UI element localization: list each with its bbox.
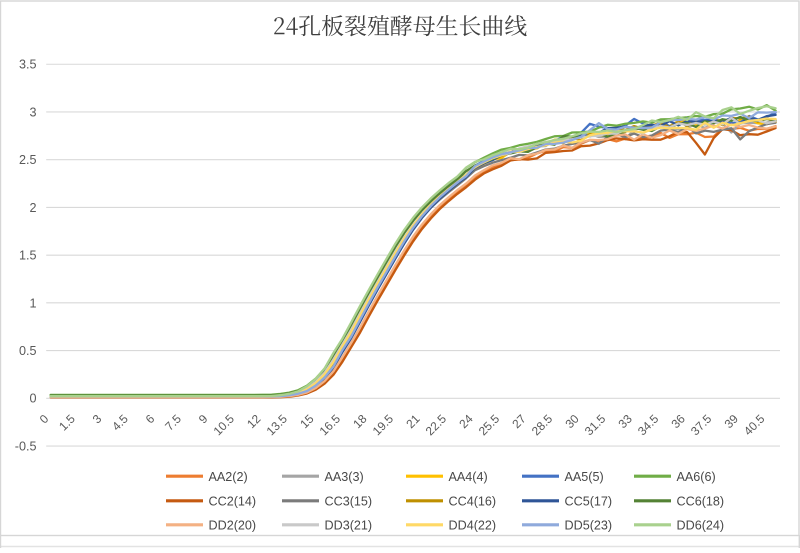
svg-text:DD4(22): DD4(22) — [449, 518, 497, 532]
svg-text:CC2(14): CC2(14) — [209, 494, 257, 508]
svg-text:2: 2 — [29, 201, 36, 215]
svg-text:0.5: 0.5 — [19, 344, 37, 358]
svg-text:AA6(6): AA6(6) — [677, 470, 716, 484]
svg-text:AA3(3): AA3(3) — [325, 470, 364, 484]
svg-text:0: 0 — [29, 392, 36, 406]
svg-text:CC6(18): CC6(18) — [677, 494, 725, 508]
svg-text:DD2(20): DD2(20) — [209, 518, 257, 532]
svg-text:AA5(5): AA5(5) — [565, 470, 604, 484]
svg-text:DD5(23): DD5(23) — [565, 518, 613, 532]
svg-text:1: 1 — [29, 296, 36, 310]
svg-text:3: 3 — [29, 105, 36, 119]
svg-text:AA4(4): AA4(4) — [449, 470, 488, 484]
svg-text:CC5(17): CC5(17) — [565, 494, 613, 508]
svg-text:-0.5: -0.5 — [15, 439, 37, 453]
svg-text:CC4(16): CC4(16) — [449, 494, 497, 508]
svg-text:AA2(2): AA2(2) — [209, 470, 248, 484]
svg-text:DD3(21): DD3(21) — [325, 518, 373, 532]
svg-text:DD6(24): DD6(24) — [677, 518, 725, 532]
svg-text:1.5: 1.5 — [19, 249, 37, 263]
svg-text:3.5: 3.5 — [19, 58, 37, 72]
svg-text:2.5: 2.5 — [19, 153, 37, 167]
svg-text:CC3(15): CC3(15) — [325, 494, 373, 508]
